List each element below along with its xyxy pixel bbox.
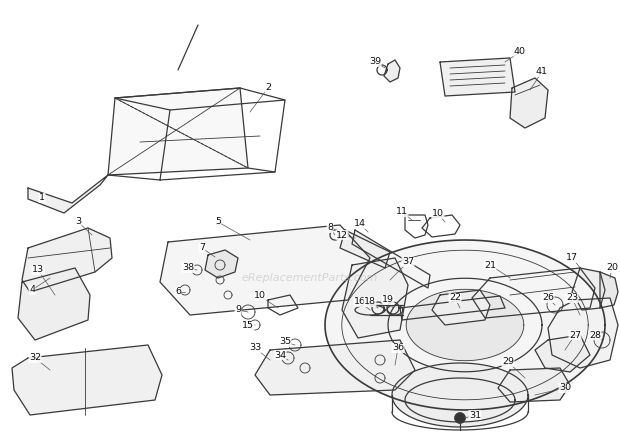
Polygon shape [12,345,162,415]
Text: 32: 32 [29,354,41,362]
Text: 21: 21 [484,260,496,270]
Text: 6: 6 [175,287,181,296]
Polygon shape [472,268,595,318]
Polygon shape [535,335,590,372]
Text: 8: 8 [327,224,333,233]
Text: 10: 10 [432,210,444,218]
Text: 40: 40 [514,47,526,56]
Text: 38: 38 [182,263,194,273]
Text: 14: 14 [354,220,366,228]
Polygon shape [108,88,248,175]
Text: 26: 26 [542,293,554,302]
Text: 22: 22 [449,293,461,302]
Text: 23: 23 [566,293,578,302]
Text: 17: 17 [566,253,578,263]
Polygon shape [455,413,465,423]
Text: 2: 2 [265,83,271,92]
Text: 37: 37 [402,257,414,266]
Text: 10: 10 [254,292,266,300]
Polygon shape [440,58,515,96]
Polygon shape [387,305,403,315]
Polygon shape [22,228,112,292]
Polygon shape [392,363,528,427]
Text: 36: 36 [392,343,404,352]
Polygon shape [510,78,548,128]
Polygon shape [384,60,400,82]
Text: 33: 33 [249,343,261,352]
Text: 16: 16 [354,297,366,306]
Polygon shape [205,250,238,278]
Polygon shape [498,368,570,402]
Text: 31: 31 [469,411,481,420]
Text: 34: 34 [274,351,286,359]
Text: 11: 11 [396,207,408,217]
Text: 20: 20 [606,263,618,273]
Polygon shape [432,290,490,325]
Polygon shape [255,340,415,395]
Text: 35: 35 [279,338,291,346]
Text: 39: 39 [369,57,381,66]
Text: eReplacementParts.com: eReplacementParts.com [242,273,378,283]
Text: 15: 15 [242,322,254,331]
Text: 9: 9 [235,306,241,315]
Polygon shape [548,298,618,368]
Polygon shape [325,240,605,410]
Text: 28: 28 [589,331,601,339]
Polygon shape [160,225,370,315]
Polygon shape [28,175,108,213]
Text: 3: 3 [75,217,81,227]
Polygon shape [406,289,524,361]
Polygon shape [352,230,430,288]
Text: 12: 12 [336,230,348,240]
Polygon shape [342,258,408,338]
Text: 13: 13 [32,266,44,274]
Polygon shape [355,305,385,315]
Polygon shape [600,272,618,308]
Text: 41: 41 [536,68,548,76]
Text: 19: 19 [382,296,394,305]
Text: 27: 27 [569,331,581,339]
Text: 7: 7 [199,243,205,253]
Text: 4: 4 [29,286,35,295]
Text: 5: 5 [215,217,221,227]
Text: 18: 18 [364,297,376,306]
Text: 29: 29 [502,358,514,366]
Polygon shape [572,268,605,310]
Text: 30: 30 [559,384,571,392]
Polygon shape [18,268,90,340]
Text: 1: 1 [39,194,45,203]
Polygon shape [400,296,505,320]
Polygon shape [340,230,390,268]
